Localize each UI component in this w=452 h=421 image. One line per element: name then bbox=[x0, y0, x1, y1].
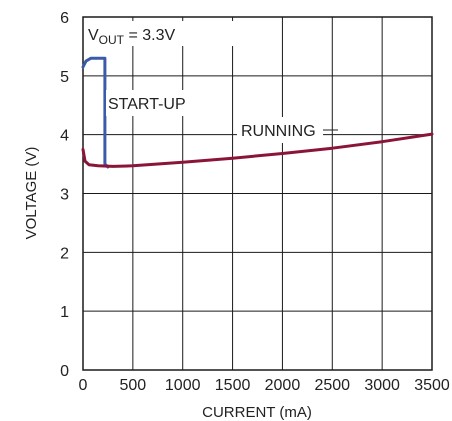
running-label: RUNNING bbox=[241, 123, 316, 140]
x-tick-label: 1500 bbox=[215, 377, 251, 394]
x-tick-label: 500 bbox=[120, 377, 147, 394]
x-tick-label: 0 bbox=[79, 377, 88, 394]
vout-annotation: VOUT = 3.3V bbox=[84, 21, 244, 47]
vout-annotation-subscript: OUT bbox=[99, 33, 125, 47]
y-tick-label: 3 bbox=[60, 187, 69, 204]
vout-annotation-value: = 3.3V bbox=[124, 27, 175, 44]
y-tick-label: 2 bbox=[60, 245, 69, 262]
y-tick-label: 1 bbox=[60, 304, 69, 321]
series-line-startup bbox=[81, 56, 110, 169]
x-tick-labels: 0 500 1000 1500 2000 2500 3000 3500 bbox=[79, 377, 450, 394]
x-tick-label: 3000 bbox=[364, 377, 400, 394]
series-lines bbox=[81, 56, 434, 169]
y-tick-label: 0 bbox=[60, 363, 69, 380]
plot-frame bbox=[82, 16, 433, 371]
svg-text:VOUT = 3.3V: VOUT = 3.3V bbox=[88, 27, 175, 47]
series-line-running bbox=[81, 132, 434, 168]
x-tick-label: 2000 bbox=[265, 377, 301, 394]
y-tick-label: 6 bbox=[60, 10, 69, 27]
x-tick-label: 3500 bbox=[414, 377, 450, 394]
y-axis-label: VOLTAGE (V) bbox=[23, 147, 40, 240]
y-tick-label: 5 bbox=[60, 69, 69, 86]
startup-annotation: START-UP bbox=[106, 90, 194, 116]
x-axis-label: CURRENT (mA) bbox=[202, 404, 312, 421]
startup-label: START-UP bbox=[108, 96, 186, 113]
x-tick-label: 1000 bbox=[165, 377, 201, 394]
x-tick-label: 2500 bbox=[314, 377, 350, 394]
y-tick-label: 4 bbox=[60, 128, 69, 145]
y-tick-labels: 0 1 2 3 4 5 6 bbox=[60, 10, 69, 380]
vout-annotation-v: V bbox=[88, 27, 99, 44]
running-annotation: RUNNING bbox=[237, 117, 338, 143]
grid bbox=[82, 16, 433, 371]
